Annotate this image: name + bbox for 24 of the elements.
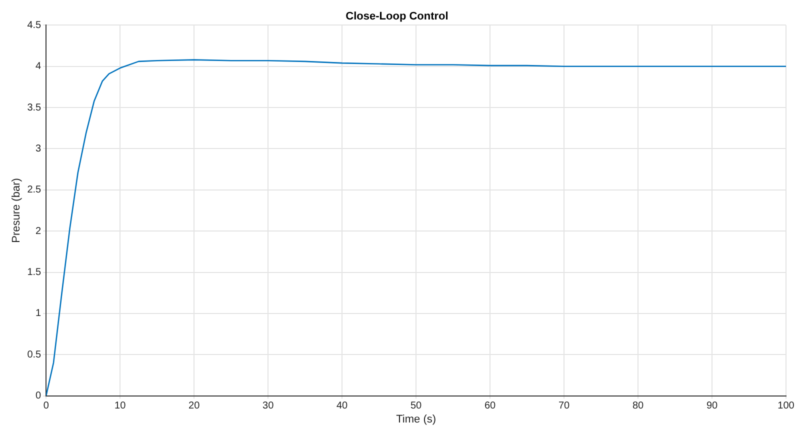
chart-title: Close-Loop Control: [346, 10, 448, 23]
y-tick-label: 1.5: [27, 267, 42, 278]
x-tick-label: 80: [632, 400, 644, 412]
x-tick-label: 20: [188, 400, 200, 412]
x-tick-label: 40: [336, 400, 348, 412]
y-tick-label: 2: [36, 226, 42, 237]
x-tick-label: 50: [410, 400, 422, 412]
y-tick-label: 3.5: [27, 102, 42, 114]
x-tick-label: 0: [43, 400, 50, 412]
y-axis-title: Presure (bar): [10, 178, 23, 243]
x-tick-label: 60: [484, 400, 496, 412]
x-tick-label: 10: [114, 400, 126, 412]
y-tick-label: 4: [36, 61, 42, 72]
x-tick-label: 30: [262, 400, 274, 412]
y-tick-label: 2.5: [27, 184, 42, 196]
y-tick-label: 3: [36, 143, 42, 154]
y-tick-label: 0: [36, 390, 42, 402]
y-tick-label: 1: [36, 308, 42, 320]
x-axis-title: Time (s): [396, 413, 436, 426]
y-tick-label: 0.5: [27, 349, 42, 360]
x-tick-label: 100: [778, 400, 795, 412]
y-tick-label: 4.5: [27, 20, 42, 31]
x-tick-label: 90: [706, 400, 718, 412]
x-tick-label: 70: [558, 400, 570, 412]
